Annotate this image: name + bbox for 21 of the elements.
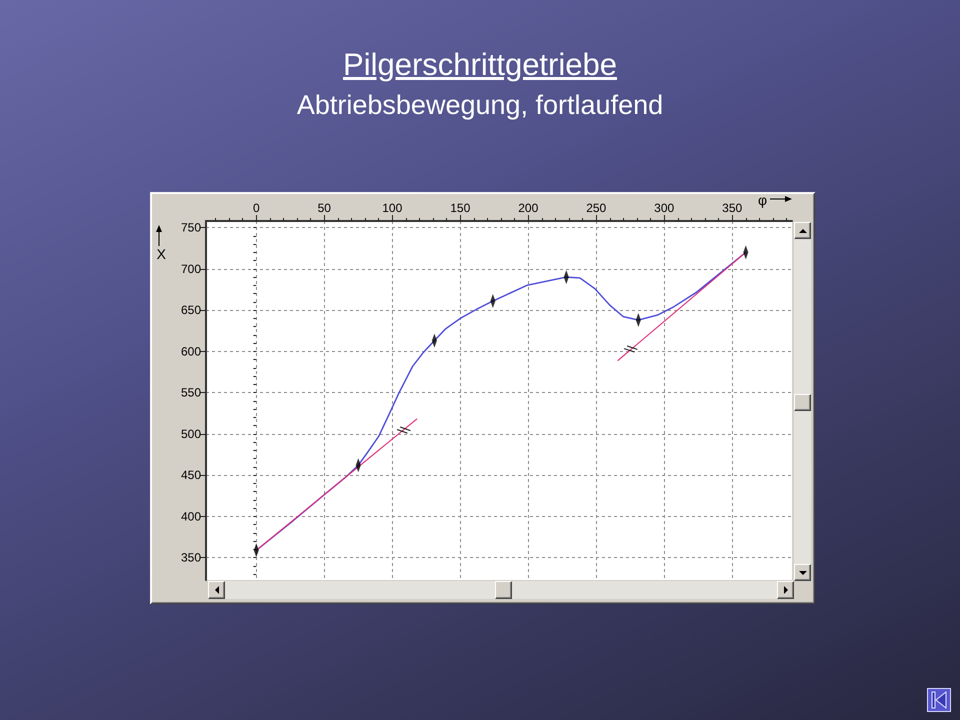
y-tick-label: 600 xyxy=(180,344,202,358)
y-tick-label: 350 xyxy=(180,550,202,565)
y-tick-label: 650 xyxy=(180,303,202,318)
x-tick-label: 0 xyxy=(252,201,260,215)
x-tick-label: 350 xyxy=(722,201,743,215)
x-tick-label: 300 xyxy=(654,201,675,215)
y-axis-title: X xyxy=(156,246,167,262)
y-tick-label: 750 xyxy=(180,220,202,235)
x-tick-label: 250 xyxy=(586,201,607,215)
x-tick-label: 50 xyxy=(318,201,332,215)
y-tick-label: 500 xyxy=(180,426,202,441)
chart-subtitle: Abtriebsbewegung, fortlaufend xyxy=(296,89,664,121)
y-tick-label: 450 xyxy=(180,468,202,482)
x-tick-label: 150 xyxy=(450,201,471,215)
x-axis-title: φ xyxy=(758,192,768,208)
chart-title: Pilgerschrittgetriebe xyxy=(342,47,618,83)
x-tick-label: 100 xyxy=(382,201,403,215)
y-tick-label: 700 xyxy=(180,262,202,276)
x-tick-label: 200 xyxy=(518,201,539,215)
y-tick-label: 550 xyxy=(180,386,202,400)
y-tick-label: 400 xyxy=(180,509,202,524)
